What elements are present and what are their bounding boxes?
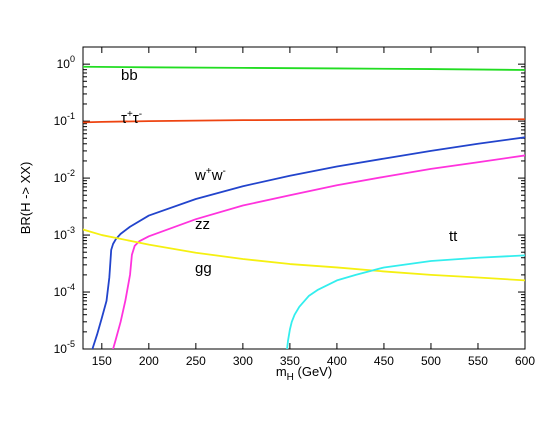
series-label-gg: gg — [195, 260, 212, 277]
y-tick-label: 10-3 — [54, 225, 75, 242]
x-tick-label: 450 — [374, 354, 394, 368]
series-line-gg — [83, 228, 525, 282]
series-line-tautau — [83, 118, 525, 124]
x-tick-label: 500 — [421, 354, 441, 368]
x-tick-label: 400 — [327, 354, 347, 368]
series-label-bb: bb — [121, 67, 138, 84]
x-axis-ticks: 150 200 250 300 350 400 450 500 550 600 — [92, 47, 535, 368]
series-layer — [83, 65, 525, 349]
x-tick-label: 550 — [468, 354, 488, 368]
x-tick-label: 250 — [186, 354, 206, 368]
series-line-tt — [286, 254, 525, 349]
series-label-zz: zz — [195, 216, 210, 233]
y-axis-title: BR(H -> XX) — [18, 162, 33, 235]
series-line-bb — [83, 65, 525, 71]
series-label-tt: tt — [449, 228, 458, 245]
y-tick-label: 10-4 — [54, 282, 75, 299]
x-tick-label: 300 — [233, 354, 253, 368]
series-label-tautau: τ+τ- — [121, 109, 142, 127]
series-line-zz — [112, 154, 525, 349]
series-line-ww — [91, 136, 525, 349]
series-label-ww: w+w- — [194, 166, 226, 184]
x-axis-title: mH (GeV) — [276, 364, 332, 383]
x-tick-label: 150 — [92, 354, 112, 368]
y-tick-label: 10-1 — [54, 111, 75, 128]
x-tick-label: 200 — [139, 354, 159, 368]
y-tick-label: 10-2 — [54, 168, 75, 185]
x-tick-label: 350 — [280, 354, 300, 368]
y-tick-label: 100 — [57, 54, 75, 71]
plot-frame — [82, 46, 526, 350]
x-tick-label: 600 — [515, 354, 535, 368]
y-tick-label: 10-5 — [54, 339, 75, 356]
y-axis-ticks: 100 10-1 10-2 10-3 10-4 10-5 — [54, 46, 525, 356]
